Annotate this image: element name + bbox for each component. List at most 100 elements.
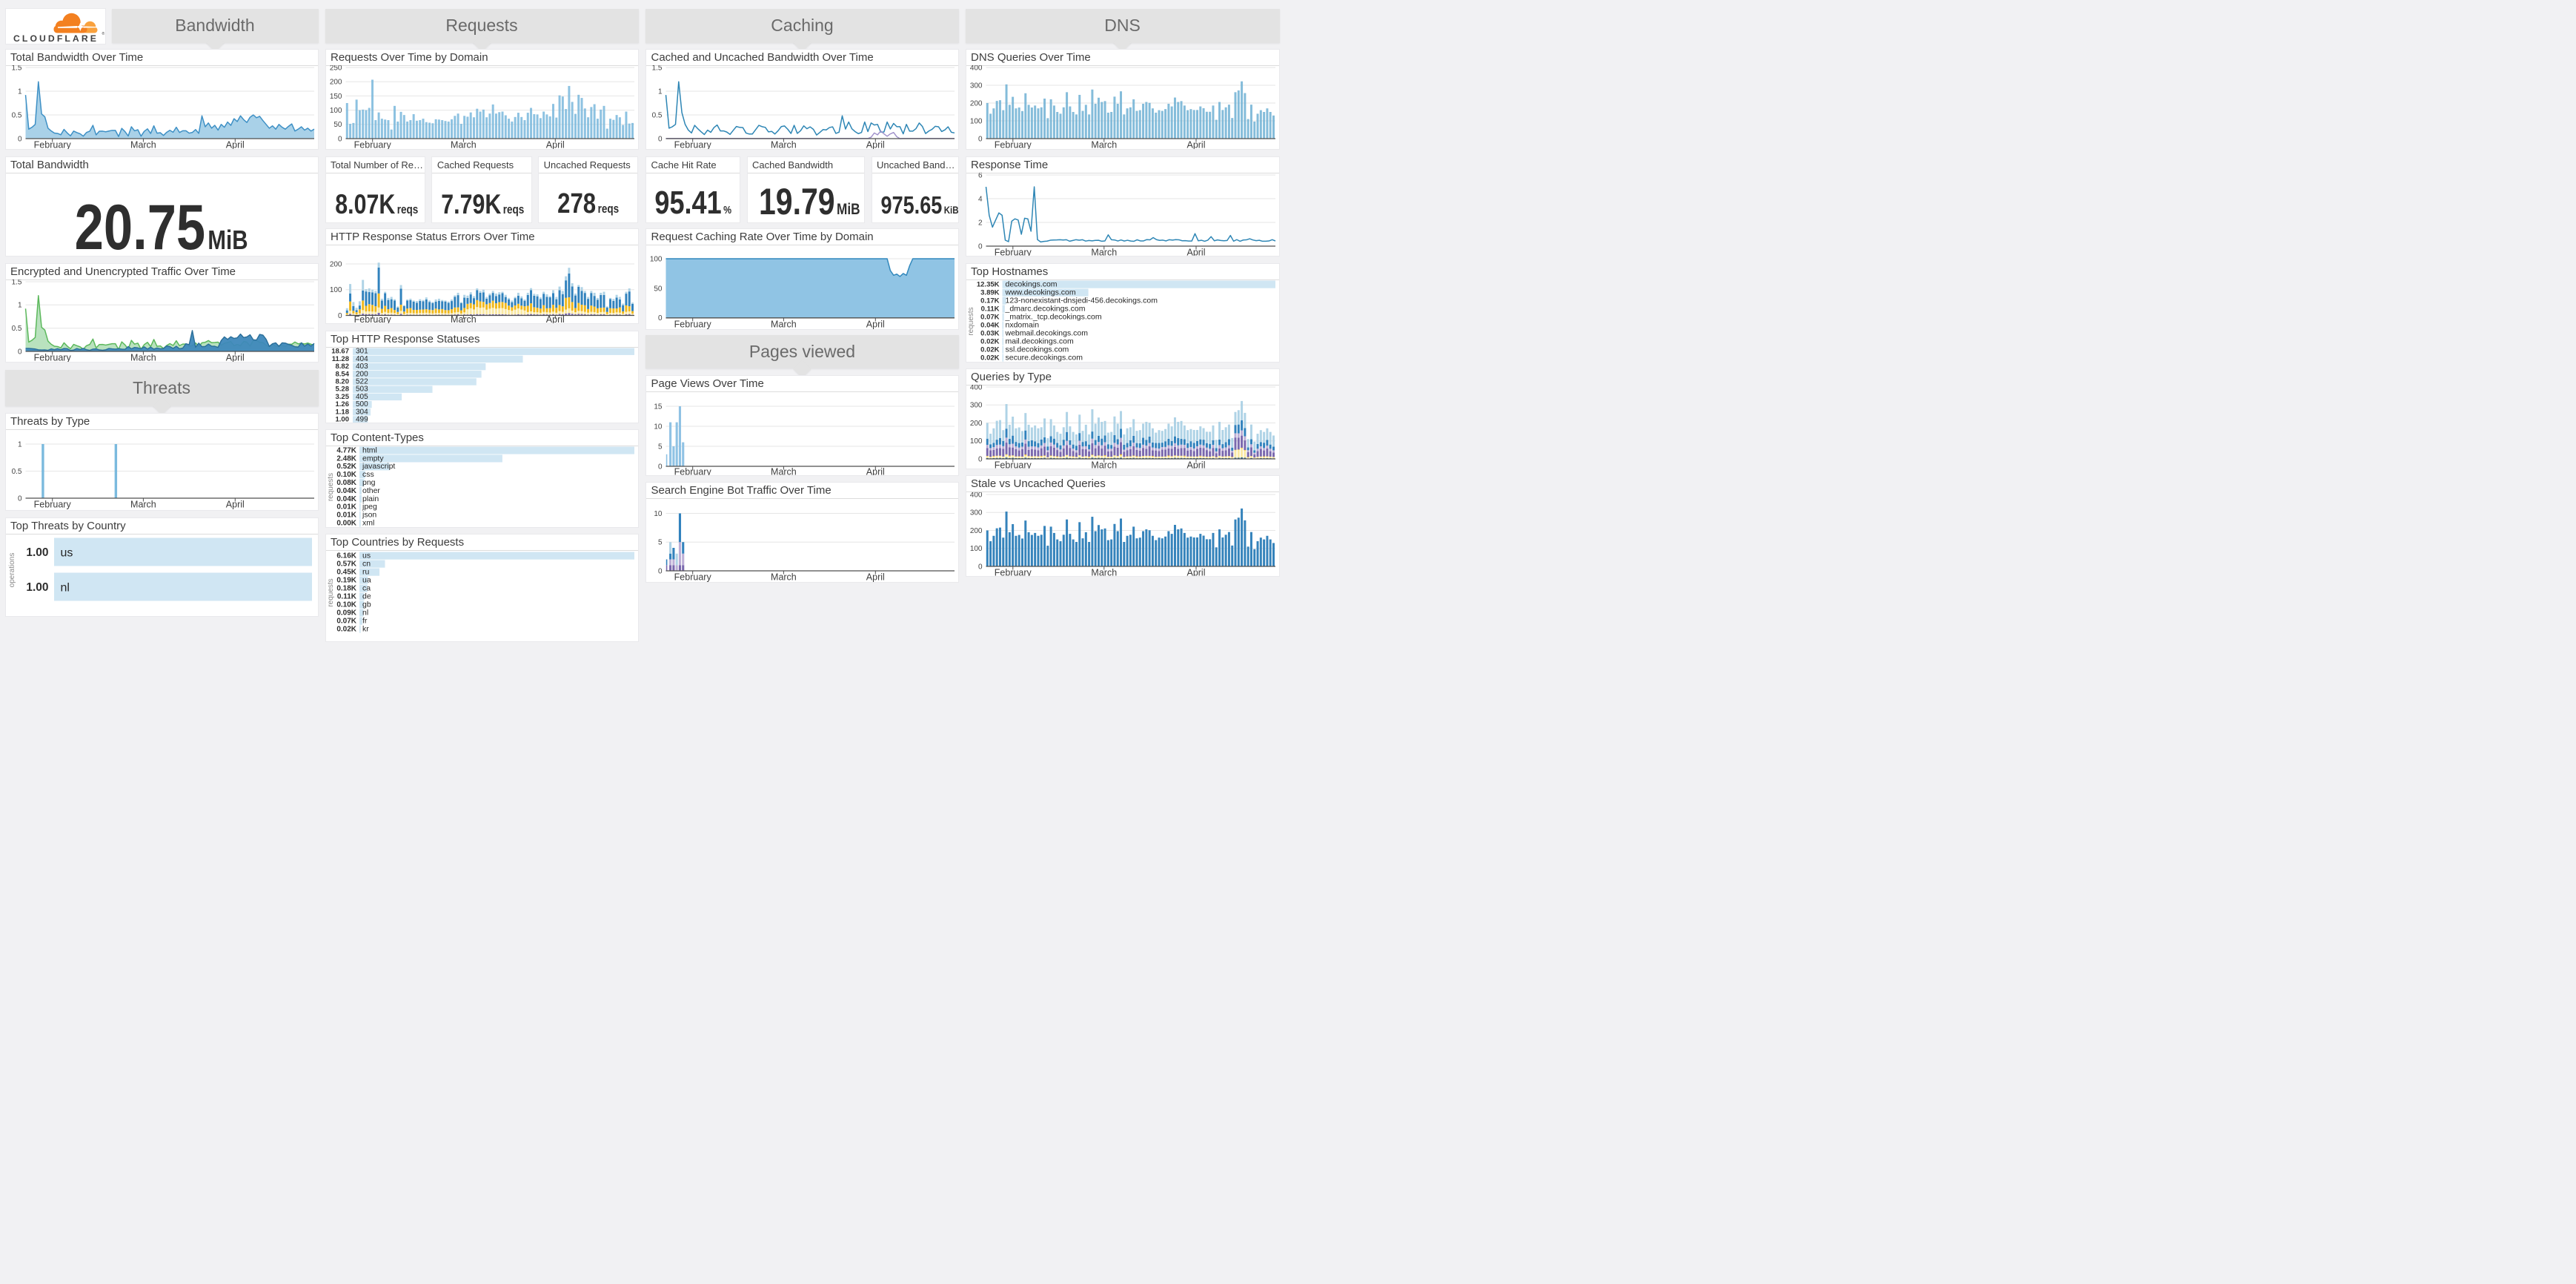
svg-text:secure.decokings.com: secure.decokings.com (1005, 354, 1083, 363)
svg-text:0.08K: 0.08K (336, 479, 356, 487)
svg-text:html: html (362, 446, 377, 454)
svg-text:100: 100 (969, 117, 982, 125)
svg-text:3.89K: 3.89K (980, 289, 999, 297)
svg-text:1: 1 (17, 87, 21, 96)
svg-text:ru: ru (362, 567, 369, 576)
svg-text:0: 0 (977, 455, 982, 463)
svg-text:April: April (1186, 460, 1205, 470)
svg-text:decokings.com: decokings.com (1005, 280, 1057, 289)
svg-text:0: 0 (658, 463, 663, 471)
svg-text:March: March (451, 314, 477, 325)
svg-text:400: 400 (969, 492, 982, 499)
svg-text:2: 2 (977, 219, 982, 227)
svg-text:1.26: 1.26 (335, 400, 349, 408)
svg-text:6: 6 (977, 173, 982, 179)
svg-text:5.28: 5.28 (335, 385, 349, 394)
svg-text:0.5: 0.5 (11, 467, 21, 475)
svg-text:March: March (1091, 140, 1117, 150)
svg-text:200: 200 (969, 420, 982, 428)
svg-text:April: April (545, 314, 564, 325)
svg-text:nl: nl (60, 582, 69, 595)
svg-text:8.54: 8.54 (335, 370, 349, 378)
svg-text:403: 403 (356, 363, 368, 371)
svg-text:0.02K: 0.02K (980, 338, 999, 346)
svg-text:304: 304 (356, 408, 368, 416)
svg-text:200: 200 (356, 370, 368, 378)
svg-text:April: April (545, 140, 564, 150)
svg-text:10: 10 (654, 509, 663, 517)
svg-text:405: 405 (356, 393, 368, 401)
svg-text:March: March (130, 499, 156, 509)
svg-text:200: 200 (329, 79, 342, 87)
svg-text:499: 499 (356, 416, 368, 423)
svg-text:0: 0 (658, 135, 663, 143)
svg-text:April: April (225, 353, 244, 363)
svg-text:1.18: 1.18 (335, 408, 349, 416)
svg-text:100: 100 (329, 286, 342, 294)
svg-text:100: 100 (969, 545, 982, 553)
svg-text:®: ® (102, 31, 104, 36)
svg-text:50: 50 (333, 121, 342, 129)
svg-text:123-nonexistant-dnsjedi-456.de: 123-nonexistant-dnsjedi-456.decokings.co… (1005, 297, 1158, 305)
svg-text:ua: ua (362, 575, 371, 584)
svg-text:500: 500 (356, 400, 368, 408)
svg-text:200: 200 (329, 260, 342, 268)
svg-text:www.decokings.com: www.decokings.com (1004, 288, 1075, 297)
svg-text:1: 1 (17, 302, 21, 310)
svg-text:April: April (1186, 140, 1205, 150)
svg-text:us: us (60, 547, 73, 560)
svg-text:12.35K: 12.35K (976, 281, 999, 289)
svg-text:0.01K: 0.01K (336, 511, 356, 519)
svg-text:1.00: 1.00 (335, 416, 349, 423)
svg-text:0: 0 (977, 242, 982, 251)
svg-text:other: other (362, 486, 380, 494)
svg-text:February: February (994, 460, 1032, 470)
svg-text:200: 200 (969, 99, 982, 107)
svg-text:1.5: 1.5 (652, 65, 663, 72)
svg-text:2.48K: 2.48K (336, 454, 356, 463)
svg-text:0.11K: 0.11K (336, 592, 356, 600)
svg-text:_matrix._tcp.decokings.com: _matrix._tcp.decokings.com (1004, 313, 1101, 322)
svg-text:April: April (1186, 567, 1205, 577)
svg-text:March: March (1091, 248, 1117, 257)
svg-text:February: February (994, 140, 1032, 150)
svg-text:6.16K: 6.16K (336, 552, 356, 560)
svg-text:March: March (771, 140, 797, 150)
svg-text:March: March (130, 140, 156, 150)
svg-text:css: css (362, 470, 374, 479)
svg-text:8.20: 8.20 (335, 378, 349, 386)
svg-text:1.00: 1.00 (26, 581, 48, 594)
svg-text:0: 0 (337, 311, 342, 320)
svg-text:gb: gb (362, 600, 371, 609)
svg-text:requests: requests (327, 578, 335, 606)
svg-text:0.11K: 0.11K (980, 305, 999, 314)
svg-text:0: 0 (977, 135, 982, 143)
svg-text:1: 1 (658, 87, 663, 96)
svg-text:February: February (33, 140, 71, 150)
svg-text:0.5: 0.5 (11, 325, 21, 333)
svg-text:plain: plain (362, 494, 379, 503)
svg-text:250: 250 (329, 65, 342, 72)
svg-text:0.02K: 0.02K (336, 625, 356, 633)
svg-text:0.00K: 0.00K (336, 519, 356, 527)
svg-text:0.18K: 0.18K (336, 584, 356, 592)
svg-text:18.67: 18.67 (331, 348, 349, 356)
svg-text:300: 300 (969, 402, 982, 410)
svg-text:0: 0 (17, 135, 21, 143)
svg-text:February: February (33, 353, 71, 363)
svg-text:March: March (130, 353, 156, 363)
svg-text:April: April (1186, 248, 1205, 257)
svg-text:100: 100 (329, 107, 342, 115)
svg-text:kr: kr (362, 624, 369, 633)
svg-text:0.57K: 0.57K (336, 560, 356, 568)
svg-text:400: 400 (969, 65, 982, 72)
svg-text:0.03K: 0.03K (980, 330, 999, 338)
svg-text:0: 0 (17, 348, 21, 356)
svg-text:301: 301 (356, 348, 368, 356)
svg-text:April: April (225, 499, 244, 509)
svg-text:requests: requests (967, 307, 975, 335)
svg-text:json: json (362, 510, 376, 519)
svg-text:150: 150 (329, 93, 342, 101)
svg-text:10: 10 (654, 423, 663, 431)
svg-text:100: 100 (650, 255, 663, 263)
